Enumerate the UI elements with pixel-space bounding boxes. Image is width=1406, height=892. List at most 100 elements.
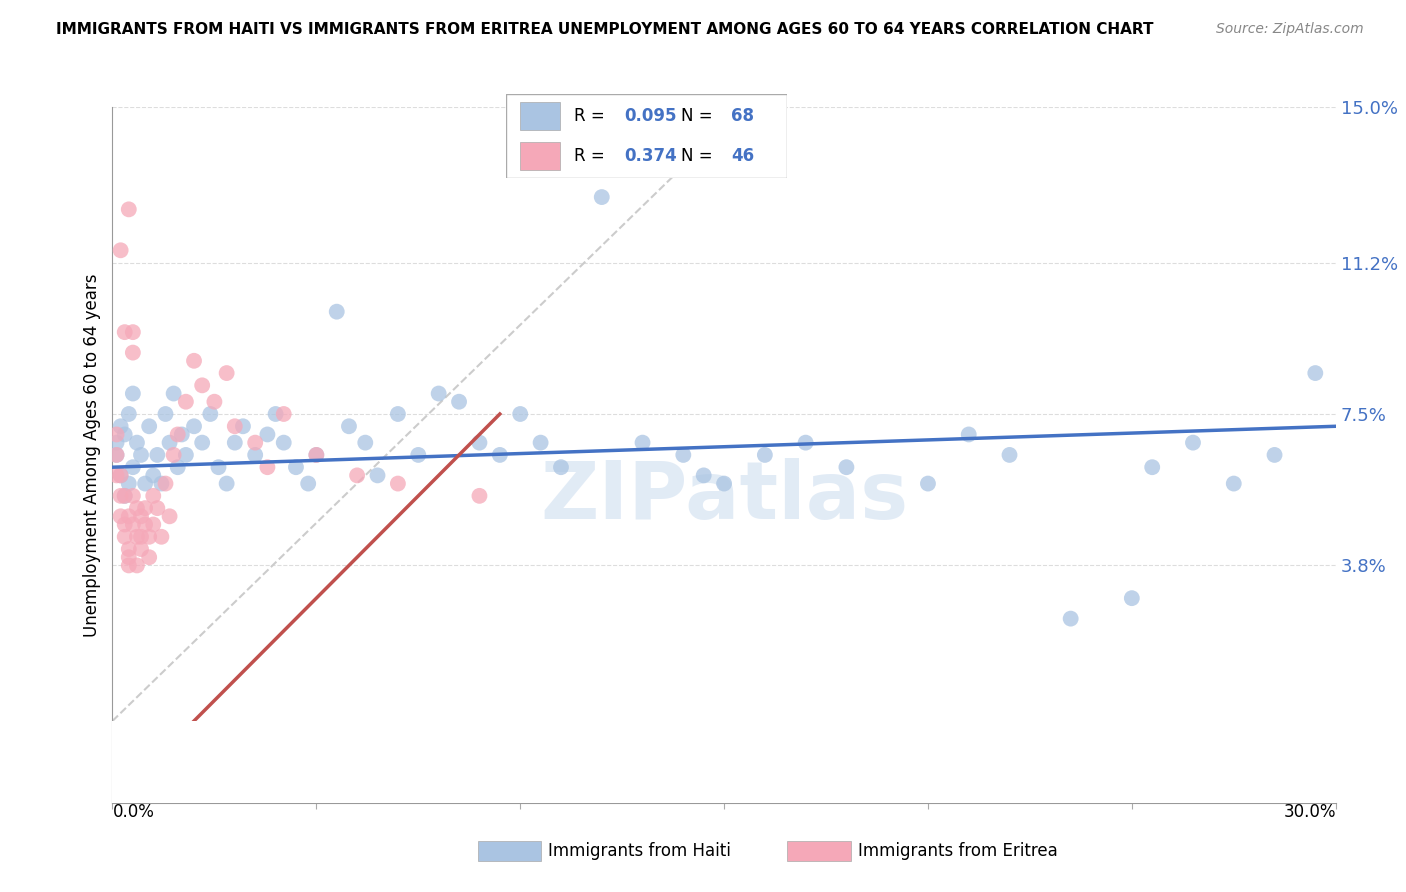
- Point: [713, 476, 735, 491]
- Point: [138, 550, 160, 565]
- Point: [408, 448, 430, 462]
- Point: [114, 530, 136, 544]
- Point: [122, 386, 145, 401]
- Point: [142, 468, 165, 483]
- Point: [174, 448, 197, 462]
- Point: [297, 476, 319, 491]
- Point: [191, 435, 214, 450]
- Text: 0.0%: 0.0%: [112, 803, 155, 821]
- Point: [163, 386, 186, 401]
- Point: [122, 325, 145, 339]
- Text: Immigrants from Haiti: Immigrants from Haiti: [548, 842, 731, 860]
- Point: [129, 542, 152, 557]
- Point: [245, 435, 267, 450]
- Point: [125, 558, 148, 573]
- Point: [489, 448, 512, 462]
- Point: [155, 407, 177, 421]
- Text: 68: 68: [731, 107, 754, 125]
- Point: [125, 435, 148, 450]
- Point: [134, 775, 156, 789]
- Point: [1305, 366, 1327, 380]
- Y-axis label: Unemployment Among Ages 60 to 64 years: Unemployment Among Ages 60 to 64 years: [83, 273, 101, 637]
- Point: [129, 509, 152, 524]
- Point: [1181, 435, 1204, 450]
- Point: [305, 448, 328, 462]
- Text: Source: ZipAtlas.com: Source: ZipAtlas.com: [1216, 22, 1364, 37]
- Point: [468, 435, 491, 450]
- Point: [835, 460, 858, 475]
- Point: [529, 435, 551, 450]
- Point: [245, 448, 267, 462]
- Point: [166, 460, 188, 475]
- Point: [591, 190, 613, 204]
- Point: [125, 530, 148, 544]
- Text: 46: 46: [731, 146, 754, 164]
- Point: [118, 407, 141, 421]
- Point: [200, 407, 222, 421]
- Point: [114, 734, 136, 748]
- Bar: [112, 721, 1336, 803]
- Point: [138, 530, 160, 544]
- Point: [125, 501, 148, 516]
- Point: [122, 489, 145, 503]
- Point: [957, 427, 980, 442]
- Point: [163, 448, 186, 462]
- Point: [122, 517, 145, 532]
- Point: [110, 468, 132, 483]
- Point: [166, 427, 188, 442]
- Point: [387, 407, 409, 421]
- Point: [998, 448, 1021, 462]
- Point: [1223, 476, 1246, 491]
- Point: [142, 517, 165, 532]
- Point: [215, 476, 238, 491]
- Point: [284, 460, 308, 475]
- Point: [110, 489, 132, 503]
- Point: [256, 427, 278, 442]
- Point: [129, 448, 152, 462]
- Point: [114, 427, 136, 442]
- Point: [105, 468, 128, 483]
- Point: [672, 448, 695, 462]
- Point: [917, 476, 939, 491]
- Point: [693, 468, 716, 483]
- Point: [224, 435, 246, 450]
- Point: [134, 517, 156, 532]
- Point: [264, 407, 287, 421]
- Point: [273, 407, 295, 421]
- Point: [174, 394, 197, 409]
- Point: [114, 489, 136, 503]
- Point: [326, 304, 349, 318]
- Point: [1121, 591, 1143, 606]
- Text: Immigrants from Eritrea: Immigrants from Eritrea: [858, 842, 1057, 860]
- Point: [346, 468, 368, 483]
- Point: [215, 366, 238, 380]
- Point: [114, 517, 136, 532]
- Text: 0.374: 0.374: [624, 146, 678, 164]
- Point: [110, 509, 132, 524]
- Point: [207, 460, 229, 475]
- Point: [122, 775, 145, 789]
- Point: [366, 468, 388, 483]
- Point: [191, 378, 214, 392]
- Point: [138, 419, 160, 434]
- Point: [1060, 612, 1083, 626]
- Point: [631, 435, 654, 450]
- Point: [387, 476, 409, 491]
- Bar: [520, 142, 560, 169]
- Text: N =: N =: [681, 146, 711, 164]
- Point: [118, 558, 141, 573]
- Point: [118, 542, 141, 557]
- Point: [1142, 460, 1164, 475]
- Point: [122, 345, 145, 359]
- Point: [146, 501, 169, 516]
- Point: [105, 448, 128, 462]
- Point: [273, 435, 295, 450]
- FancyBboxPatch shape: [506, 94, 787, 178]
- Point: [305, 448, 328, 462]
- Point: [232, 419, 254, 434]
- Point: [754, 448, 776, 462]
- Point: [183, 419, 205, 434]
- Point: [118, 202, 141, 217]
- Point: [114, 489, 136, 503]
- Text: R =: R =: [574, 107, 605, 125]
